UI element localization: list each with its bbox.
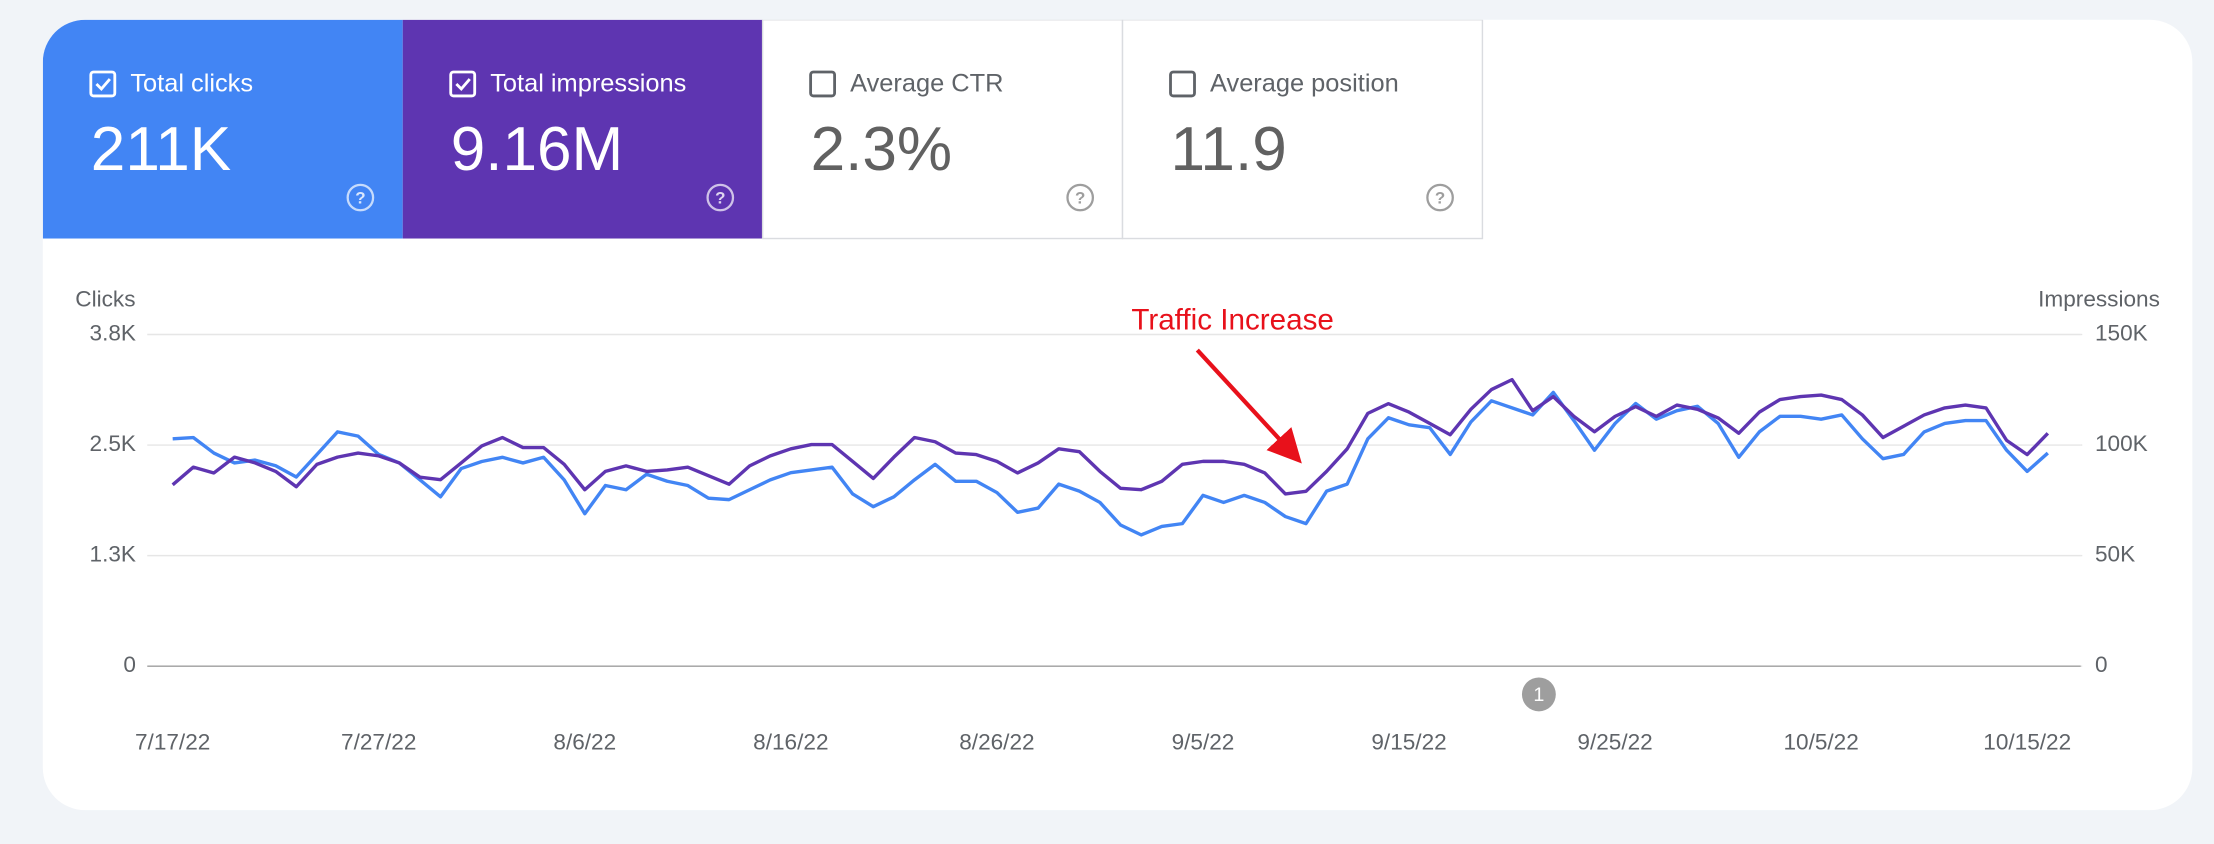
x-tick-label: 9/5/22	[1172, 730, 1235, 755]
x-tick-label: 7/17/22	[135, 730, 210, 755]
y-tick-label: 0	[123, 652, 136, 677]
card-background	[402, 19, 763, 239]
y2-tick-label: 0	[2095, 652, 2108, 677]
help-icon[interactable]	[706, 183, 735, 212]
event-marker-label: 1	[1533, 684, 1544, 706]
chart: Clicks Impressions 0 1.3K 2.5K 3.8K 0 50K 100K 15…	[75, 287, 2160, 755]
card-background	[42, 19, 403, 239]
y-tick-label: 2.5K	[90, 431, 136, 456]
help-icon-glyph: ?	[1075, 188, 1085, 207]
annotation-arrow	[1195, 348, 1302, 464]
metric-card[interactable]: Total impressions 9.16M?	[402, 19, 763, 239]
y-tick-label: 1.3K	[90, 542, 136, 567]
metric-card[interactable]: Average CTR 2.3%?	[761, 19, 1124, 240]
series-line	[172, 390, 2049, 537]
y2-tick-label: 50K	[2095, 542, 2135, 567]
annotation: Traffic Increase	[1131, 304, 1334, 337]
x-tick-label: 7/27/22	[341, 730, 416, 755]
card-label: Average position	[1210, 69, 1399, 97]
card-label: Total clicks	[130, 69, 253, 97]
card-value: 211K	[91, 115, 231, 184]
card-value: 2.3%	[811, 115, 953, 184]
help-icon[interactable]	[346, 183, 375, 212]
help-icon[interactable]	[1066, 183, 1095, 212]
card-value: 11.9	[1171, 115, 1287, 184]
checkmark	[455, 78, 471, 91]
x-tick-label: 8/26/22	[959, 730, 1034, 755]
help-icon-glyph: ?	[1435, 188, 1445, 207]
checkbox	[809, 70, 837, 98]
card-label: Average CTR	[850, 69, 1003, 97]
event-marker[interactable]	[1521, 677, 1556, 712]
checkbox	[89, 70, 117, 98]
checkbox	[1169, 70, 1196, 98]
metric-card[interactable]: Total clicks 211K?	[42, 19, 403, 239]
x-tick-label: 9/15/22	[1371, 730, 1446, 755]
x-tick-label: 9/25/22	[1577, 730, 1652, 755]
y-tick-label: 3.8K	[90, 320, 136, 345]
series-line	[171, 377, 2050, 496]
y2-tick-label: 100K	[2095, 431, 2148, 456]
checkmark	[95, 78, 111, 91]
card-background	[761, 19, 1124, 240]
help-icon[interactable]	[1426, 183, 1454, 212]
card-background	[1121, 19, 1484, 240]
y2-tick-label: 150K	[2095, 320, 2148, 345]
metric-card[interactable]: Average position 11.9?	[1121, 19, 1484, 240]
x-tick-label: 8/6/22	[553, 730, 616, 755]
checkbox	[449, 70, 477, 98]
card-value: 9.16M	[451, 115, 624, 184]
x-tick-label: 10/5/22	[1783, 730, 1858, 755]
metric-cards: Total clicks 211K? Total impressions 9.16M?…	[42, 19, 1484, 240]
x-tick-label: 8/16/22	[753, 730, 828, 755]
card-label: Total impressions	[490, 69, 686, 97]
y2-axis-title: Impressions	[2038, 287, 2160, 312]
x-tick-label: 10/15/22	[1983, 730, 2071, 755]
help-icon-glyph: ?	[355, 188, 365, 207]
help-icon-glyph: ?	[715, 188, 725, 207]
y-axis-title: Clicks	[75, 287, 135, 312]
